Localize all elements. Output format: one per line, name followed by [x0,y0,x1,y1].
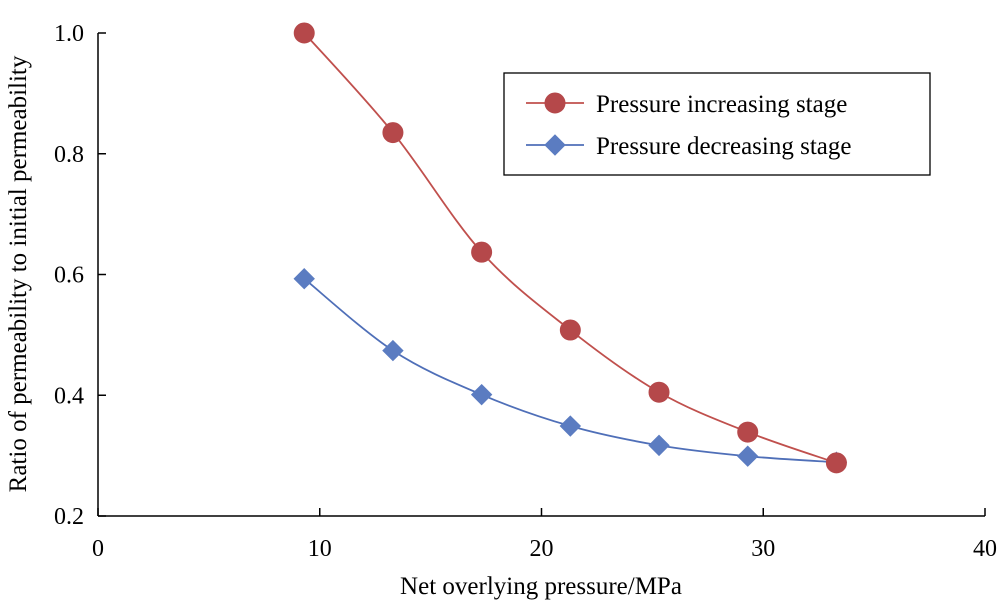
legend-label: Pressure increasing stage [596,91,847,118]
y-axis-title: Ratio of permeability to initial permeab… [5,55,32,492]
legend-box [503,72,931,176]
data-point [825,452,847,474]
data-point [737,445,759,467]
x-tick-label: 10 [308,536,332,562]
legend-marker [544,134,566,156]
series-layer [293,22,848,474]
x-tick-label: 20 [530,536,554,562]
data-point [382,122,404,144]
y-tick-label: 0.6 [54,263,84,289]
data-point [471,241,493,263]
x-tick-label: 0 [92,536,104,562]
data-point [648,434,670,457]
y-tick-label: 0.8 [54,142,84,168]
data-point [648,381,670,403]
series-decreasing [293,268,848,473]
data-point [470,383,493,406]
data-point [559,415,582,437]
data-point [737,421,759,443]
x-tick-label: 30 [751,536,775,562]
legend-marker [544,92,566,114]
legend: Pressure increasing stage Pressure decrea… [503,72,931,176]
data-point [293,268,315,290]
y-tick-label: 0.4 [54,383,84,409]
x-ticks: 0 10 20 30 40 [92,508,997,562]
x-tick-label: 40 [973,536,997,562]
data-point [382,339,404,362]
legend-label: Pressure decreasing stage [596,133,851,160]
series-increasing [293,22,847,474]
y-tick-label: 1.0 [54,21,84,47]
y-ticks: 0.2 0.4 0.6 0.8 1.0 [54,21,106,530]
data-point [293,22,315,44]
data-point [559,319,581,341]
x-axis-title: Net overlying pressure/MPa [400,573,682,600]
y-tick-label: 0.2 [54,504,84,530]
